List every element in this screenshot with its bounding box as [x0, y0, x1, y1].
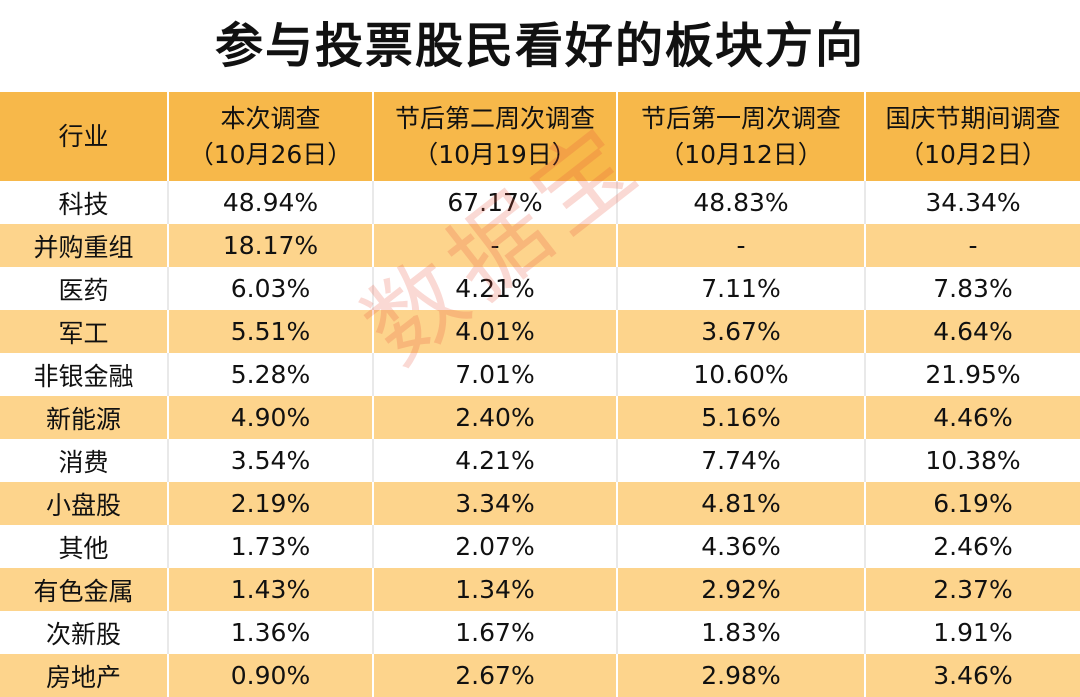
header-current-survey: 本次调查 （10月26日） [167, 92, 373, 181]
cell-current: 1.36% [167, 611, 373, 654]
survey-table: 行业 本次调查 （10月26日） 节后第二周次调查 （10月19日） 节后第一周次调… [0, 92, 1080, 697]
cell-industry: 并购重组 [0, 224, 168, 267]
cell-week1: 7.74% [616, 439, 865, 482]
cell-week2: 2.67% [372, 654, 617, 697]
cell-current: 5.51% [167, 310, 373, 353]
cell-national-day: 34.34% [864, 181, 1080, 224]
cell-national-day: 7.83% [864, 267, 1080, 310]
header-week1-survey: 节后第一周次调查 （10月12日） [616, 92, 865, 181]
cell-current: 2.19% [167, 482, 373, 525]
header-date: （10月12日） [659, 139, 823, 169]
cell-industry: 军工 [0, 310, 168, 353]
cell-week2: 2.40% [372, 396, 617, 439]
header-date: （10月19日） [413, 139, 577, 169]
table-row: 非银金融 5.28% 7.01% 10.60% 21.95% [0, 353, 1080, 396]
cell-national-day: 4.64% [864, 310, 1080, 353]
cell-week2: 4.21% [372, 439, 617, 482]
cell-current: 4.90% [167, 396, 373, 439]
cell-week1: 2.98% [616, 654, 865, 697]
cell-week1: 5.16% [616, 396, 865, 439]
table-row: 次新股 1.36% 1.67% 1.83% 1.91% [0, 611, 1080, 654]
cell-current: 18.17% [167, 224, 373, 267]
header-industry: 行业 [0, 92, 168, 181]
cell-week1: 7.11% [616, 267, 865, 310]
cell-industry: 有色金属 [0, 568, 168, 611]
cell-national-day: 6.19% [864, 482, 1080, 525]
header-line1: 本次调查 [220, 103, 321, 133]
page-title: 参与投票股民看好的板块方向 [214, 18, 865, 74]
cell-national-day: 10.38% [864, 439, 1080, 482]
header-line1: 节后第二周次调查 [394, 103, 595, 133]
cell-industry: 其他 [0, 525, 168, 568]
cell-week2: 7.01% [372, 353, 617, 396]
table-row: 军工 5.51% 4.01% 3.67% 4.64% [0, 310, 1080, 353]
cell-industry: 非银金融 [0, 353, 168, 396]
cell-week2: 1.34% [372, 568, 617, 611]
header-line1: 国庆节期间调查 [885, 103, 1061, 133]
table-row: 医药 6.03% 4.21% 7.11% 7.83% [0, 267, 1080, 310]
table-row: 有色金属 1.43% 1.34% 2.92% 2.37% [0, 568, 1080, 611]
table-body: 科技 48.94% 67.17% 48.83% 34.34% 并购重组 18.17% - - - 医… [0, 181, 1080, 697]
cell-national-day: 2.46% [864, 525, 1080, 568]
cell-current: 3.54% [167, 439, 373, 482]
cell-current: 1.43% [167, 568, 373, 611]
table-row: 科技 48.94% 67.17% 48.83% 34.34% [0, 181, 1080, 224]
table-row: 新能源 4.90% 2.40% 5.16% 4.46% [0, 396, 1080, 439]
cell-current: 5.28% [167, 353, 373, 396]
cell-week1: 2.92% [616, 568, 865, 611]
cell-national-day: - [864, 224, 1080, 267]
table-row: 其他 1.73% 2.07% 4.36% 2.46% [0, 525, 1080, 568]
cell-week1: 48.83% [616, 181, 865, 224]
cell-industry: 房地产 [0, 654, 168, 697]
cell-current: 1.73% [167, 525, 373, 568]
cell-current: 48.94% [167, 181, 373, 224]
cell-industry: 科技 [0, 181, 168, 224]
cell-week2: 67.17% [372, 181, 617, 224]
cell-industry: 新能源 [0, 396, 168, 439]
cell-national-day: 1.91% [864, 611, 1080, 654]
cell-week2: 1.67% [372, 611, 617, 654]
cell-week1: 4.36% [616, 525, 865, 568]
cell-national-day: 3.46% [864, 654, 1080, 697]
cell-industry: 小盘股 [0, 482, 168, 525]
header-national-day-survey: 国庆节期间调查 （10月2日） [864, 92, 1080, 181]
header-line1: 行业 [58, 121, 109, 151]
cell-week1: 10.60% [616, 353, 865, 396]
table-row: 房地产 0.90% 2.67% 2.98% 3.46% [0, 654, 1080, 697]
table-header-row: 行业 本次调查 （10月26日） 节后第二周次调查 （10月19日） 节后第一周次调… [0, 92, 1080, 181]
header-date: （10月26日） [188, 139, 353, 169]
cell-national-day: 2.37% [864, 568, 1080, 611]
cell-week1: - [616, 224, 865, 267]
cell-week2: 3.34% [372, 482, 617, 525]
header-line1: 节后第一周次调查 [640, 103, 841, 133]
table-row: 消费 3.54% 4.21% 7.74% 10.38% [0, 439, 1080, 482]
cell-week2: 4.01% [372, 310, 617, 353]
table-row: 并购重组 18.17% - - - [0, 224, 1080, 267]
cell-current: 0.90% [167, 654, 373, 697]
header-week2-survey: 节后第二周次调查 （10月19日） [372, 92, 617, 181]
cell-week2: 2.07% [372, 525, 617, 568]
table-row: 小盘股 2.19% 3.34% 4.81% 6.19% [0, 482, 1080, 525]
cell-week2: - [372, 224, 617, 267]
cell-industry: 次新股 [0, 611, 168, 654]
cell-week1: 1.83% [616, 611, 865, 654]
cell-week1: 4.81% [616, 482, 865, 525]
header-date: （10月2日） [899, 139, 1047, 169]
cell-national-day: 21.95% [864, 353, 1080, 396]
cell-week2: 4.21% [372, 267, 617, 310]
cell-industry: 医药 [0, 267, 168, 310]
cell-national-day: 4.46% [864, 396, 1080, 439]
cell-week1: 3.67% [616, 310, 865, 353]
cell-current: 6.03% [167, 267, 373, 310]
cell-industry: 消费 [0, 439, 168, 482]
